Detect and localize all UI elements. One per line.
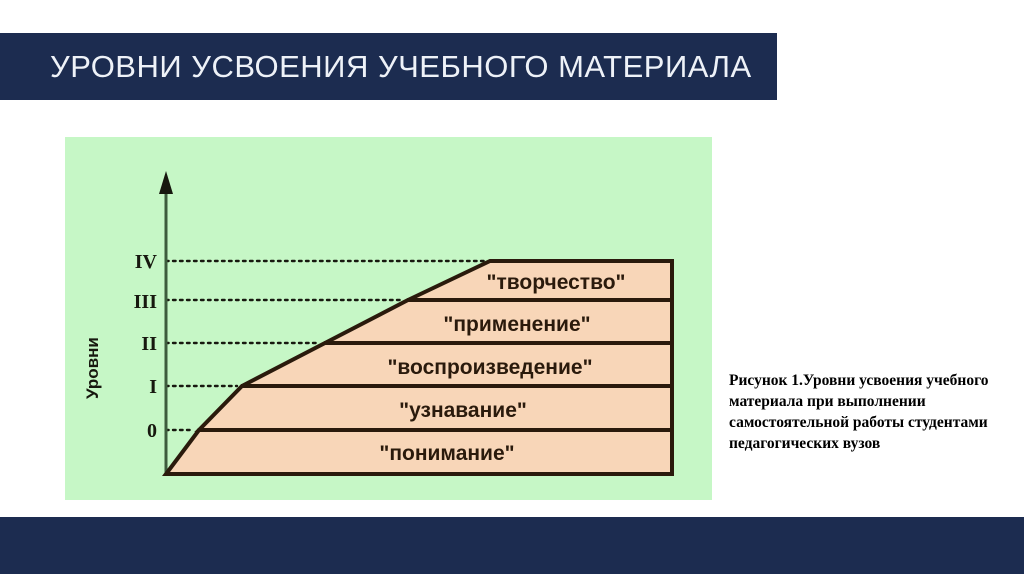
staircase-bands: [162, 259, 674, 476]
gridlines: [164, 259, 487, 432]
page-title: УРОВНИ УСВОЕНИЯ УЧЕБНОГО МАТЕРИАЛА: [50, 48, 752, 84]
tick-label-0: 0: [147, 420, 157, 442]
step-band-4: [407, 259, 674, 302]
tick-label-II: II: [141, 333, 157, 355]
y-axis-tick-labels: IV III II I 0: [134, 251, 158, 442]
y-axis-arrow-icon: [159, 171, 173, 194]
slide-title-bar: УРОВНИ УСВОЕНИЯ УЧЕБНОГО МАТЕРИАЛА: [0, 33, 777, 100]
step-label-tvorchestvo: "творчество": [487, 271, 626, 294]
tick-label-I: I: [149, 376, 157, 398]
slide-footer-bar: [0, 517, 1024, 574]
y-axis-title: Уровни: [83, 337, 102, 399]
figure-caption: Рисунок 1.Уровни усвоения учебного матер…: [729, 372, 989, 452]
step-label-ponimanie: "понимание": [379, 442, 514, 465]
tick-label-III: III: [134, 291, 158, 313]
y-axis: [159, 171, 173, 474]
levels-step-chart: Уровни IV III II I 0: [83, 171, 674, 476]
step-label-vosproizvedenie: "воспроизведение": [387, 356, 592, 379]
step-labels: "понимание" "узнавание" "воспроизведение…: [379, 271, 625, 465]
step-label-primenenie: "применение": [443, 313, 590, 336]
figure-panel: Уровни IV III II I 0: [65, 137, 712, 500]
tick-label-IV: IV: [135, 251, 158, 273]
step-label-uznavanie: "узнавание": [399, 399, 527, 422]
